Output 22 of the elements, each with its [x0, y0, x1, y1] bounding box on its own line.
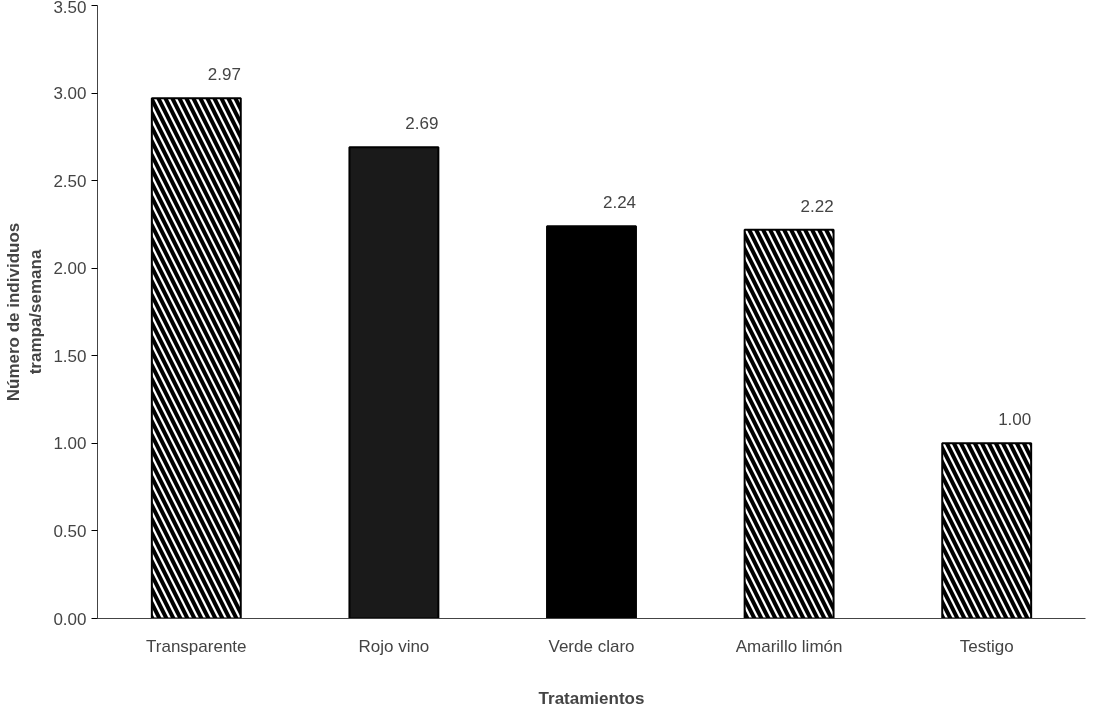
x-tick-label: Transparente: [146, 636, 247, 656]
x-tick-label: Verde claro: [548, 636, 635, 656]
x-tick-label: Amarillo limón: [735, 636, 843, 656]
y-tick-label: 2.00: [53, 259, 87, 279]
x-tick-label: Rojo vino: [358, 636, 430, 656]
data-label: 2.22: [800, 196, 834, 216]
x-tick-label: Testigo: [959, 636, 1014, 656]
y-axis-title: Número de individuos trampa/semana: [3, 222, 46, 402]
y-tick-label: 0.00: [53, 609, 87, 629]
data-label: 2.24: [602, 193, 637, 213]
y-tick-label: 1.50: [53, 346, 87, 366]
data-label: 2.69: [405, 114, 439, 134]
y-tick-label: 3.00: [53, 84, 87, 104]
y-tick-label: 3.50: [53, 0, 87, 17]
bar: [546, 225, 637, 619]
bar: [348, 146, 440, 619]
x-axis-title: Tratamientos: [538, 688, 645, 708]
y-tick-label: 1.00: [53, 434, 87, 454]
y-tick-label: 2.50: [53, 171, 87, 191]
y-tick-label: 0.50: [53, 521, 87, 541]
data-label: 1.00: [998, 410, 1032, 430]
data-label: 2.97: [207, 65, 241, 85]
